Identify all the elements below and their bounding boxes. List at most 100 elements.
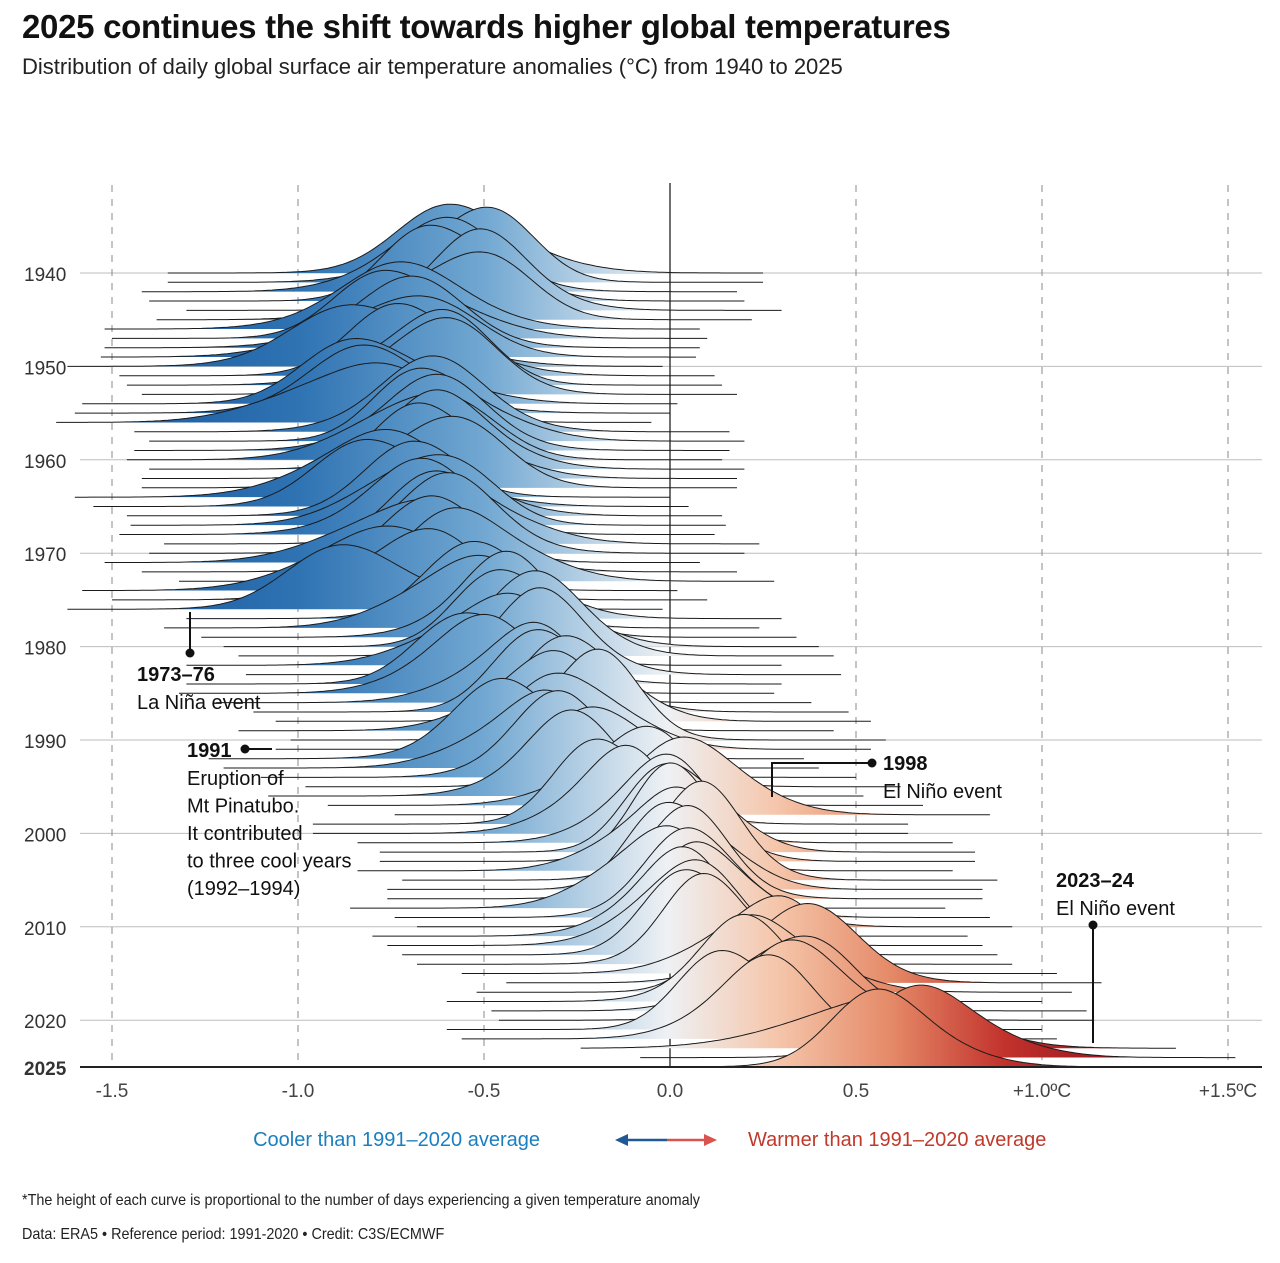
x-tick-label: 0.5: [843, 1081, 869, 1102]
ridge-line: [476, 914, 1072, 993]
ridge-line: [67, 304, 663, 367]
ridge-line: [82, 337, 678, 405]
x-tick-label: -0.5: [468, 1081, 501, 1102]
ridge-line: [126, 440, 723, 517]
ridge-line: [186, 592, 782, 666]
ridge-line: [201, 550, 797, 638]
ridge-line: [387, 859, 983, 946]
ridge-line: [402, 780, 998, 881]
ridge-line: [104, 275, 700, 349]
ridge-line: [372, 846, 968, 937]
ridge-fill: [461, 954, 1057, 1039]
ridge-line: [141, 415, 737, 489]
ridge-line: [82, 525, 678, 592]
ridge-line: [506, 902, 1102, 984]
ridge-line: [394, 827, 990, 918]
y-tick-label: 1960: [24, 452, 66, 473]
ridge-line: [186, 541, 782, 620]
ridge-line: [104, 499, 700, 563]
ridge-line: [149, 389, 745, 470]
annotation-text: (1992–1994): [187, 878, 300, 900]
annotation-dot: [240, 744, 250, 754]
annotation-text: to three cool years: [187, 851, 352, 873]
ridge-line: [260, 690, 856, 778]
ridge-line: [253, 629, 849, 713]
ridge-fill: [640, 985, 1236, 1058]
ridge-line: [156, 251, 752, 321]
ridge-line: [93, 438, 689, 507]
ridge-line: [394, 736, 990, 816]
ridge-fill: [56, 362, 652, 423]
ridge-line: [126, 309, 723, 386]
footnote: *The height of each curve is proportiona…: [22, 1192, 700, 1209]
annotation-title: 1991: [187, 740, 232, 762]
annotation-text: Mt Pinatubo.: [187, 796, 299, 818]
ridge-line: [141, 216, 737, 293]
ridge-line: [141, 317, 737, 395]
ridge-line: [74, 344, 670, 414]
annotation-dot: [867, 758, 877, 768]
ridge-line: [417, 841, 1013, 928]
ridge-line: [164, 554, 760, 629]
annotation-text: El Niño event: [1056, 898, 1175, 920]
annotation-text: La Niña event: [137, 692, 261, 714]
ridge-line: [149, 224, 745, 302]
ridge-line: [74, 429, 670, 498]
chart-title: 2025 continues the shift towards higher …: [22, 8, 951, 45]
ridge-line: [167, 203, 763, 274]
ridge-line: [238, 650, 834, 732]
annotation-text: El Niño event: [883, 781, 1002, 803]
ridge-line: [104, 261, 700, 330]
y-tick-label: 2020: [24, 1012, 66, 1033]
ridge-line: [491, 935, 1087, 1012]
ridge-fill: [417, 873, 1013, 965]
ridge-line: [245, 587, 842, 676]
x-tick-label: -1.5: [96, 1081, 129, 1102]
annotation-leader: [771, 762, 872, 797]
ridge-line: [186, 228, 782, 311]
ridge-line: [134, 373, 730, 451]
arrow-left-icon: [615, 1134, 628, 1146]
ridge-fill: [67, 544, 663, 610]
ridge-fill: [268, 710, 864, 797]
ridge-fill: [112, 528, 708, 600]
ridge-line: [216, 621, 812, 704]
ridge-line: [134, 355, 730, 433]
ridge-line: [387, 804, 983, 900]
ridge-line: [461, 895, 1057, 974]
y-tick-label: 1950: [24, 358, 66, 379]
ridge-fill: [595, 989, 1191, 1067]
ridge-line: [130, 454, 726, 526]
ridge-line: [379, 762, 975, 862]
annotation-dot: [185, 648, 195, 658]
y-tick-label: 1940: [24, 265, 66, 286]
y-tick-label: 1990: [24, 732, 66, 753]
ridge-line: [167, 206, 763, 283]
credit-line: Data: ERA5 • Reference period: 1991-2020…: [22, 1226, 445, 1243]
ridge-line: [112, 528, 708, 601]
ridge-line: [312, 744, 909, 834]
ridge-line: [141, 495, 737, 573]
annotation-text: Eruption of: [187, 768, 284, 790]
y-tick-label: 1980: [24, 639, 66, 660]
ridge-line: [100, 295, 696, 358]
y-tick-label: 2025: [24, 1059, 67, 1080]
ridge-line: [417, 872, 1013, 965]
x-tick-label: 0.0: [657, 1081, 683, 1102]
ridge-line: [640, 984, 1236, 1059]
chart-subtitle: Distribution of daily global surface air…: [22, 54, 843, 79]
ridge-line: [290, 648, 886, 741]
x-tick-label: +1.0ºC: [1013, 1081, 1071, 1102]
annotation-title: 2023–24: [1056, 870, 1135, 892]
ridge-line: [149, 472, 745, 554]
ridge-line: [275, 635, 871, 722]
legend-cool-label: Cooler than 1991–2020 average: [253, 1129, 540, 1151]
annotation-title: 1973–76: [137, 664, 215, 686]
y-tick-label: 2000: [24, 825, 66, 846]
annotation-text: It contributed: [187, 823, 303, 845]
arrow-right-icon: [704, 1134, 717, 1146]
ridge-line: [312, 738, 909, 825]
ridge-line: [179, 613, 775, 694]
ridge-line: [119, 302, 715, 377]
